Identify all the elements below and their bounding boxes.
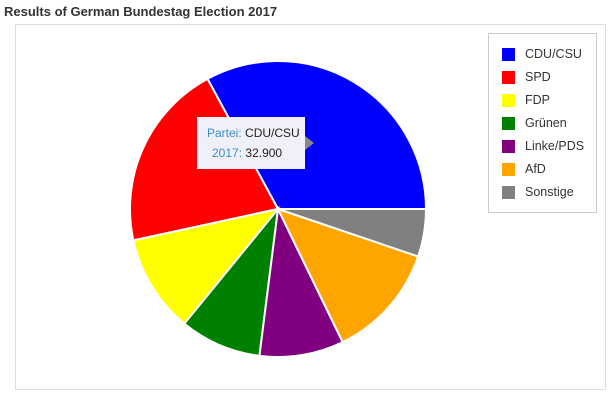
legend-swatch — [502, 162, 515, 176]
pie-slice-fdp[interactable] — [132, 207, 281, 326]
tooltip-key-category: Partei — [207, 126, 239, 140]
tooltip-value-category: CDU/CSU — [245, 126, 300, 140]
legend-item[interactable]: Linke/PDS — [502, 138, 584, 154]
legend-label: Linke/PDS — [525, 139, 585, 153]
legend-label: AfD — [525, 162, 546, 176]
pie-chart — [129, 60, 428, 358]
legend-item[interactable]: FDP — [502, 92, 550, 108]
legend-label: FDP — [525, 93, 550, 107]
tooltip-row-value: 2017: 32.900 — [212, 146, 282, 160]
legend-swatch — [502, 185, 515, 199]
tooltip: Partei: CDU/CSU 2017: 32.900 — [197, 117, 305, 169]
legend-swatch — [502, 93, 515, 107]
pie-slice-linke-pds[interactable] — [258, 205, 345, 358]
legend-label: SPD — [525, 70, 551, 84]
legend-label: CDU/CSU — [525, 47, 582, 61]
legend-item[interactable]: SPD — [502, 69, 551, 85]
legend-swatch — [502, 47, 515, 61]
pie-slice-cdu-csu[interactable] — [206, 60, 428, 210]
tooltip-separator-2: : — [238, 146, 243, 160]
legend-swatch — [502, 70, 515, 84]
tooltip-key-value: 2017 — [212, 146, 239, 160]
legend-item[interactable]: AfD — [502, 161, 546, 177]
pie-slice-grünen[interactable] — [182, 205, 280, 357]
chart-title: Results of German Bundestag Election 201… — [4, 4, 278, 19]
legend-item[interactable]: Sonstige — [502, 184, 574, 200]
legend-item[interactable]: Grünen — [502, 115, 567, 131]
tooltip-row-category: Partei: CDU/CSU — [207, 126, 300, 140]
tooltip-separator: : — [238, 126, 242, 140]
legend-label: Sonstige — [525, 185, 574, 199]
legend: CDU/CSU SPD FDP Grünen Linke/PDS AfD Sonstige — [488, 33, 597, 213]
tooltip-arrow — [305, 136, 314, 150]
pie-slice-afd[interactable] — [276, 207, 420, 344]
legend-swatch — [502, 139, 515, 153]
tooltip-value-number: 32.900 — [245, 146, 283, 160]
legend-label: Grünen — [525, 116, 567, 130]
pie-slice-sonstige[interactable] — [277, 208, 428, 258]
legend-swatch — [502, 116, 515, 130]
legend-item[interactable]: CDU/CSU — [502, 46, 582, 62]
